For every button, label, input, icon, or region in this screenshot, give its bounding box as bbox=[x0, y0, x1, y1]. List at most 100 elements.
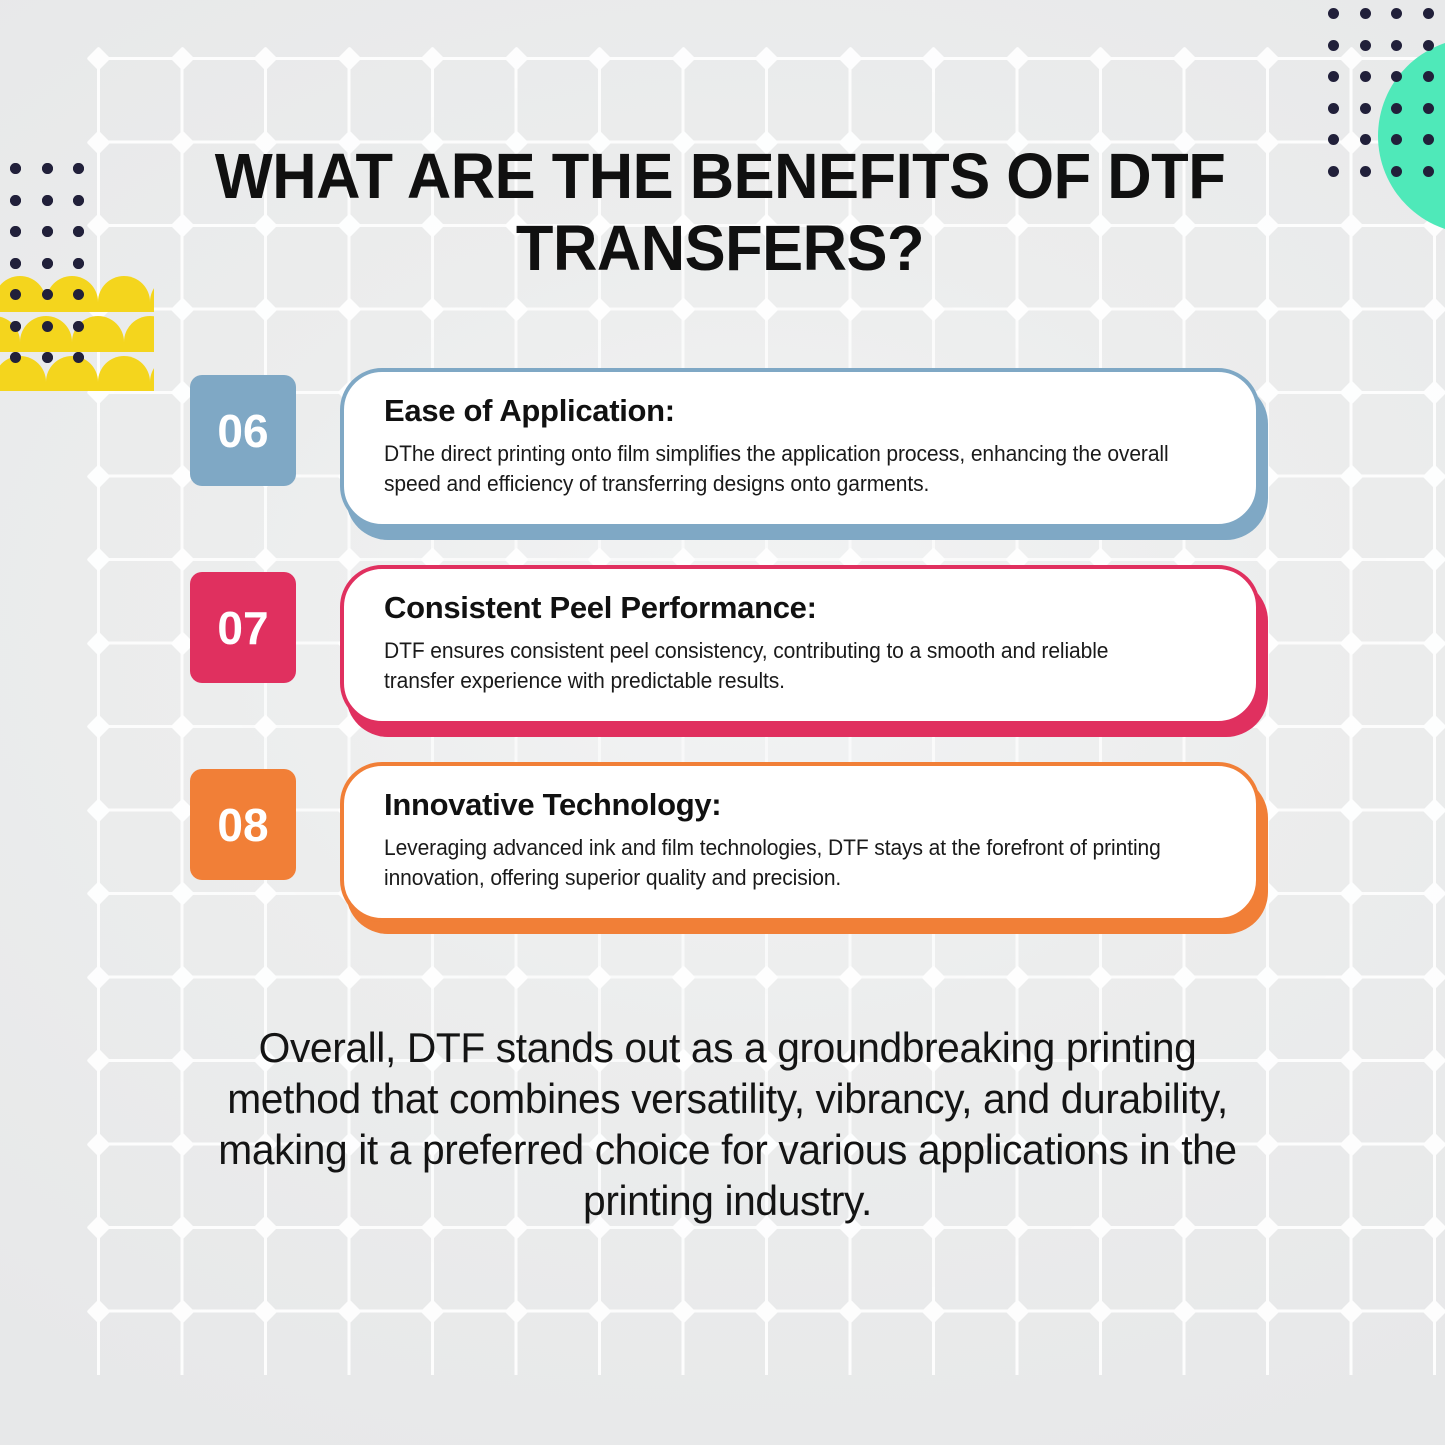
grid-diamond bbox=[587, 46, 612, 71]
grid-diamond bbox=[587, 296, 612, 322]
grid-diamond bbox=[1338, 380, 1364, 405]
grid-diamond bbox=[1171, 46, 1197, 71]
grid-diamond bbox=[1338, 1215, 1364, 1240]
grid-diamond bbox=[754, 1298, 779, 1324]
decorative-dot bbox=[1328, 8, 1339, 19]
grid-diamond bbox=[1338, 129, 1364, 155]
grid-diamond bbox=[503, 296, 529, 322]
grid-diamond bbox=[837, 1298, 863, 1324]
grid-diamond bbox=[1338, 296, 1364, 322]
decorative-dot bbox=[1328, 102, 1339, 114]
decorative-dot bbox=[1359, 71, 1371, 82]
decorative-dot bbox=[1359, 8, 1371, 19]
grid-diamond bbox=[1338, 463, 1364, 489]
grid-diamond bbox=[420, 1298, 445, 1324]
benefit-panel-wrapper: Ease of Application: DThe direct printin… bbox=[340, 368, 1268, 540]
decorative-dot bbox=[10, 257, 21, 269]
decorative-dot bbox=[41, 194, 53, 206]
grid-diamond bbox=[670, 964, 696, 990]
benefit-panel: Consistent Peel Performance: DTF ensures… bbox=[340, 565, 1260, 725]
decorative-dot bbox=[41, 163, 53, 174]
grid-diamond bbox=[1422, 380, 1445, 405]
decorative-dot bbox=[1359, 39, 1371, 51]
grid-diamond bbox=[169, 46, 195, 71]
grid-diamond bbox=[837, 296, 863, 322]
grid-diamond bbox=[1338, 881, 1364, 906]
grid-diamond bbox=[1422, 797, 1445, 823]
yellow-semicircle-icon bbox=[0, 276, 154, 391]
decorative-dot bbox=[73, 194, 84, 206]
grid-diamond bbox=[921, 46, 946, 71]
grid-diamond bbox=[336, 296, 362, 322]
grid-diamond bbox=[1088, 964, 1113, 990]
grid-diamond bbox=[670, 296, 696, 322]
decorative-dot bbox=[1328, 165, 1339, 177]
grid-diamond bbox=[1004, 1298, 1030, 1324]
grid-diamond bbox=[1422, 714, 1445, 739]
decorative-dot bbox=[1359, 102, 1371, 114]
grid-diamond bbox=[670, 46, 696, 71]
benefit-heading: Innovative Technology: bbox=[384, 787, 722, 822]
grid-diamond bbox=[336, 46, 362, 71]
decorative-dot bbox=[1359, 165, 1371, 177]
grid-diamond bbox=[1004, 296, 1030, 322]
grid-diamond bbox=[1422, 463, 1445, 489]
grid-diamond bbox=[86, 630, 111, 656]
grid-diamond bbox=[169, 1131, 195, 1157]
grid-diamond bbox=[1255, 129, 1280, 155]
decorative-dot bbox=[10, 226, 21, 237]
grid-diamond bbox=[1338, 547, 1364, 572]
decorative-dot bbox=[73, 194, 84, 206]
benefit-number-badge: 08 bbox=[190, 769, 296, 880]
grid-diamond bbox=[169, 1215, 195, 1240]
grid-diamond bbox=[1255, 46, 1280, 71]
grid-diamond bbox=[1338, 1131, 1364, 1157]
benefit-card-07: 07 Consistent Peel Performance: DTF ensu… bbox=[190, 565, 1268, 737]
grid-diamond bbox=[86, 46, 111, 71]
grid-diamond bbox=[503, 46, 529, 71]
grid-diamond bbox=[86, 1215, 111, 1240]
grid-diamond bbox=[1171, 296, 1197, 322]
grid-diamond bbox=[86, 881, 111, 906]
grid-diamond bbox=[754, 964, 779, 990]
decorative-dot bbox=[1328, 39, 1339, 51]
grid-diamond bbox=[420, 46, 445, 71]
grid-diamond bbox=[1422, 1298, 1445, 1324]
grid-diamond bbox=[1338, 797, 1364, 823]
grid-diamond bbox=[1088, 1298, 1113, 1324]
decorative-dot bbox=[41, 226, 53, 237]
grid-diamond bbox=[587, 1298, 612, 1324]
grid-diamond bbox=[921, 296, 946, 322]
grid-diamond bbox=[86, 213, 111, 238]
decorative-dot bbox=[1328, 134, 1339, 145]
decorative-dot bbox=[41, 194, 53, 206]
decorative-dot bbox=[73, 163, 84, 174]
decorative-dot bbox=[41, 226, 53, 237]
grid-diamond bbox=[420, 964, 445, 990]
decorative-dot bbox=[10, 226, 21, 237]
grid-diamond bbox=[336, 964, 362, 990]
decorative-dot bbox=[10, 257, 21, 269]
benefit-body: DTF ensures consistent peel consistency,… bbox=[384, 638, 1109, 693]
grid-diamond bbox=[754, 46, 779, 71]
grid-diamond bbox=[86, 1048, 111, 1073]
grid-diamond bbox=[1422, 630, 1445, 656]
grid-diamond bbox=[253, 46, 278, 71]
decorative-dot bbox=[1422, 8, 1434, 19]
grid-diamond bbox=[253, 296, 278, 322]
decorative-dot bbox=[10, 163, 21, 174]
grid-diamond bbox=[253, 964, 278, 990]
grid-diamond bbox=[169, 1048, 195, 1073]
grid-diamond bbox=[169, 964, 195, 990]
grid-diamond bbox=[86, 547, 111, 572]
grid-diamond bbox=[837, 964, 863, 990]
grid-diamond bbox=[1171, 964, 1197, 990]
grid-diamond bbox=[1338, 1048, 1364, 1073]
decorative-dot bbox=[1391, 39, 1402, 51]
grid-diamond bbox=[754, 296, 779, 322]
page-title: WHAT ARE THE BENEFITS OF DTF TRANSFERS? bbox=[214, 140, 1226, 284]
grid-diamond bbox=[587, 964, 612, 990]
grid-diamond bbox=[86, 129, 111, 155]
grid-diamond bbox=[1338, 1298, 1364, 1324]
